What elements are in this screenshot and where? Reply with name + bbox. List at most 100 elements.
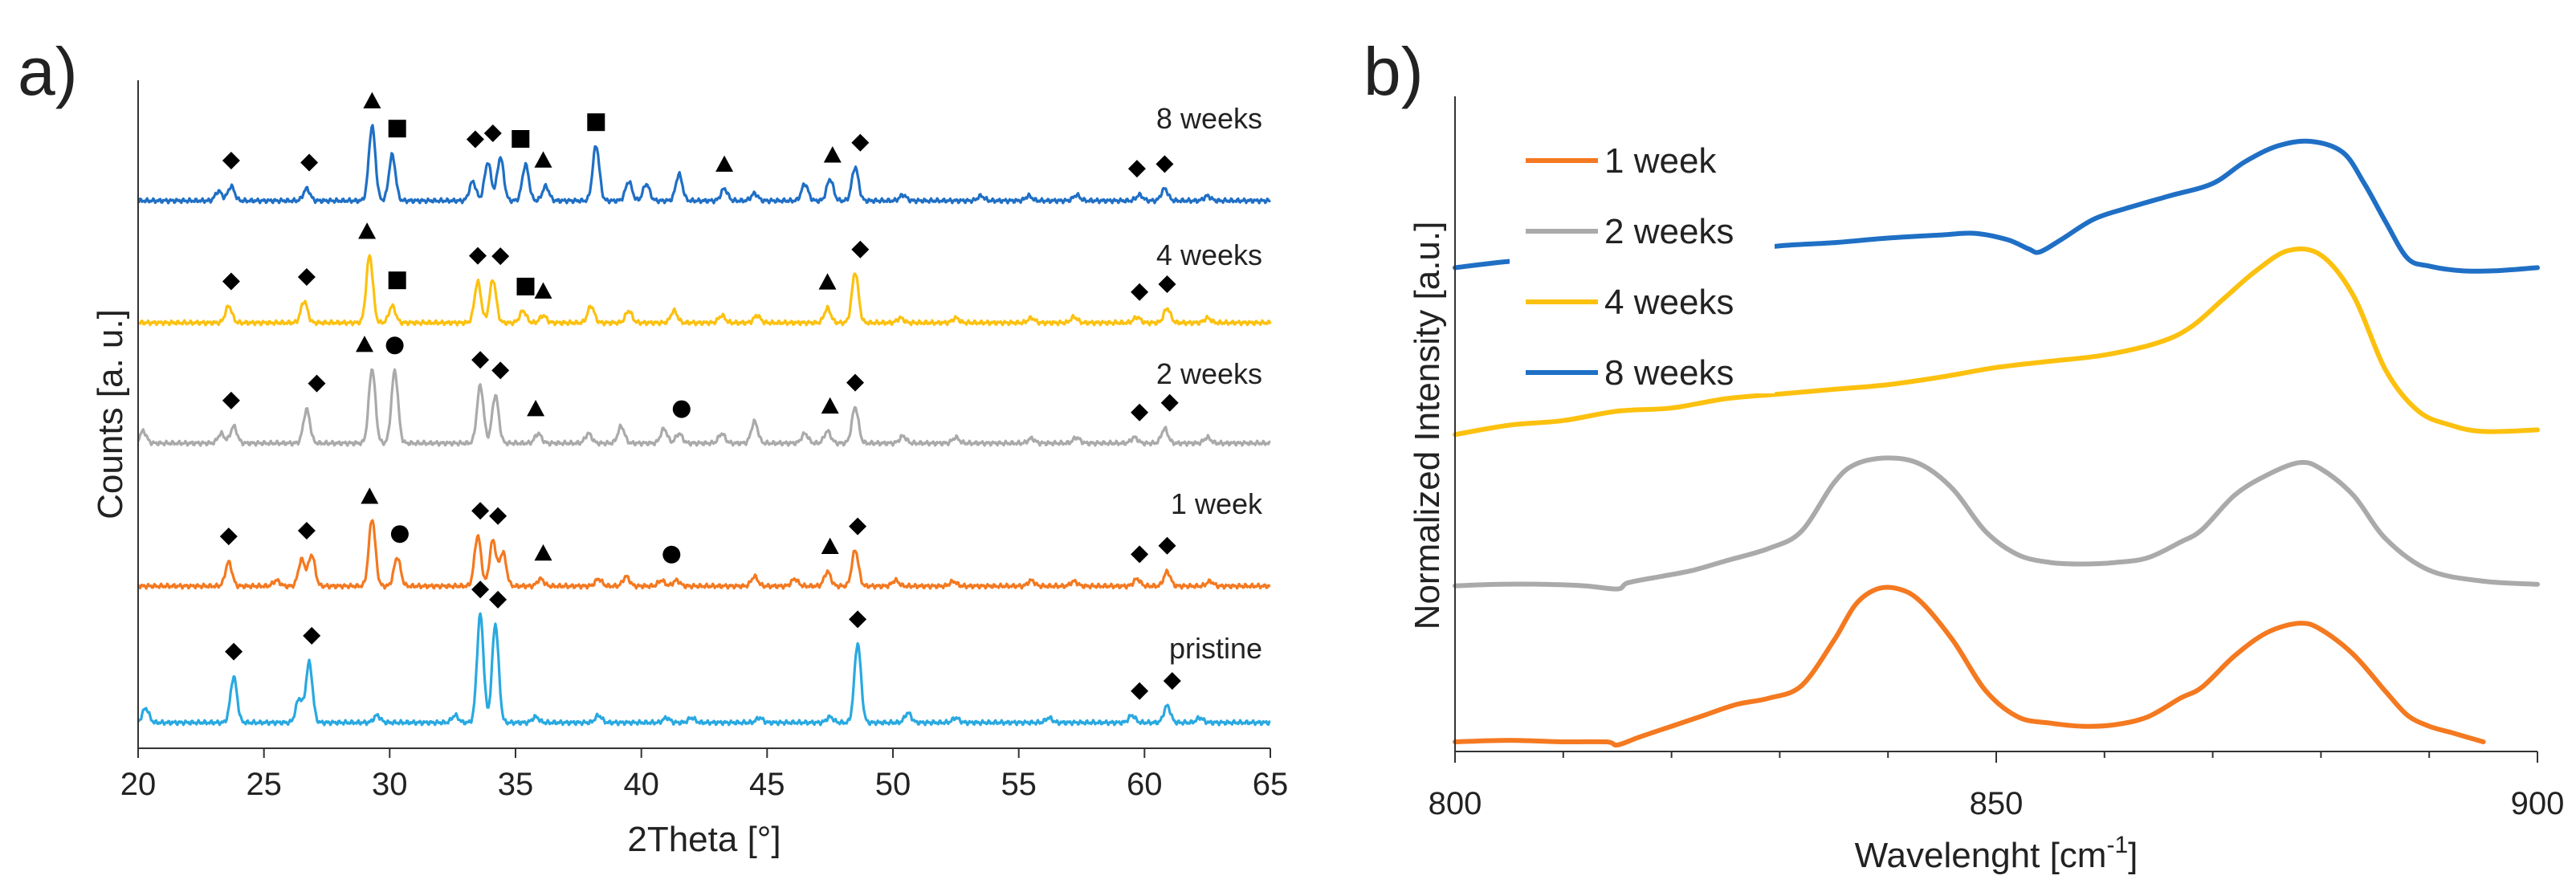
legend-label: 2 weeks (1604, 212, 1734, 251)
phase-marker-diamond (469, 246, 487, 265)
phase-marker-diamond (225, 642, 243, 661)
phase-marker-diamond (471, 502, 490, 520)
xrd-pattern-pristine (137, 612, 1271, 727)
phase-marker-triangle (821, 537, 839, 554)
ir-spectrum-4-weeks (1453, 246, 2540, 438)
phase-marker-diamond (1156, 155, 1174, 173)
x-tick-label: 45 (749, 767, 785, 802)
phase-marker-diamond (471, 351, 490, 369)
phase-marker-diamond (297, 268, 316, 286)
phase-marker-triangle (361, 487, 379, 504)
xrd-pattern-1-week (137, 519, 1271, 590)
panel-a-xrd-chart: a) pristine 1 week 2 weeks 4 weeks 8 weeks 2… (18, 34, 1288, 859)
x-tick-label: 20 (120, 767, 157, 802)
xrd-series-label: 2 weeks (1156, 357, 1262, 390)
phase-marker-circle (390, 525, 409, 544)
phase-marker-circle (662, 545, 681, 564)
x-tick-label: 25 (246, 767, 282, 802)
phase-marker-triangle (527, 400, 545, 417)
phase-marker-square (587, 113, 605, 132)
x-tick-label: 850 (1970, 786, 2024, 821)
phase-marker-diamond (222, 152, 240, 169)
xrd-series-label: 8 weeks (1156, 102, 1262, 135)
x-tick-label: 35 (498, 767, 534, 802)
phase-marker-diamond (1160, 393, 1179, 412)
phase-marker-diamond (491, 247, 510, 266)
x-tick-label: 40 (623, 767, 659, 802)
phase-marker-diamond (303, 626, 321, 645)
x-tick-label: 30 (372, 767, 408, 802)
x-tick-label: 55 (1001, 767, 1037, 802)
phase-marker-triangle (534, 151, 552, 168)
phase-marker-circle (672, 400, 691, 418)
phase-marker-diamond (1131, 283, 1149, 301)
phase-marker-diamond (1127, 160, 1146, 178)
phase-marker-triangle (534, 282, 552, 299)
xrd-pattern-4-weeks (137, 254, 1272, 327)
panel-a-x-axis-title: 2Theta [°] (627, 820, 781, 859)
panel-b-series-group (1453, 138, 2540, 748)
phase-marker-triangle (534, 544, 552, 561)
phase-marker-diamond (849, 517, 867, 536)
phase-marker-triangle (715, 155, 734, 172)
phase-marker-diamond (489, 507, 507, 525)
phase-marker-diamond (466, 130, 484, 149)
panel-b-letter: b) (1363, 34, 1424, 109)
phase-marker-diamond (222, 391, 240, 409)
phase-marker-diamond (1131, 403, 1149, 422)
phase-marker-diamond (308, 374, 326, 393)
phase-marker-square (516, 277, 535, 295)
panel-a-x-ticks: 20 25 30 35 40 45 50 55 60 65 (120, 748, 1289, 802)
panel-a-y-axis-title: Counts [a. u.] (91, 309, 130, 519)
panel-a-letter: a) (18, 34, 78, 109)
xrd-series-label: pristine (1169, 632, 1262, 665)
panel-a-series-group: pristine 1 week 2 weeks 4 weeks 8 weeks (137, 102, 1272, 727)
phase-marker-triangle (818, 273, 837, 290)
phase-marker-square (388, 120, 406, 138)
panel-b-legend: 1 week 2 weeks 4 weeks 8 weeks (1510, 128, 1775, 393)
x-tick-label: 800 (1429, 786, 1482, 821)
phase-marker-diamond (483, 124, 502, 142)
panel-b-y-axis-title: Normalized Intensity [a.u.] (1408, 222, 1447, 630)
phase-marker-triangle (363, 92, 381, 108)
panel-b-x-axis-title-superscript: -1 (2106, 832, 2128, 858)
panel-b-x-axis-title-main: Wavelenght [cm (1855, 836, 2107, 875)
phase-marker-diamond (491, 361, 510, 380)
legend-label: 4 weeks (1604, 283, 1734, 322)
x-tick-label: 65 (1253, 767, 1289, 802)
xrd-series-label: 4 weeks (1156, 238, 1262, 271)
phase-marker-square (388, 271, 406, 290)
phase-marker-diamond (1158, 275, 1176, 293)
phase-marker-triangle (356, 336, 373, 352)
phase-marker-circle (385, 336, 404, 355)
phase-marker-diamond (1158, 536, 1176, 555)
x-tick-label: 60 (1127, 767, 1163, 802)
ir-spectrum-1-week (1453, 584, 2486, 748)
xrd-series-label: 1 week (1171, 487, 1263, 520)
phase-marker-diamond (1131, 545, 1149, 564)
phase-marker-diamond (489, 590, 507, 609)
phase-marker-diamond (471, 580, 490, 599)
phase-marker-square (512, 130, 530, 148)
phase-marker-diamond (851, 240, 870, 259)
panel-b-x-axis-title: Wavelenght [cm-1] (1855, 832, 2138, 875)
phase-marker-diamond (849, 610, 867, 629)
phase-marker-diamond (846, 373, 864, 392)
xrd-pattern-2-weeks (137, 368, 1271, 447)
x-tick-label: 50 (875, 767, 911, 802)
x-tick-label: 900 (2511, 786, 2565, 821)
phase-marker-diamond (300, 153, 319, 172)
legend-label: 1 week (1604, 141, 1717, 181)
panel-b-x-axis-title-end: ] (2128, 836, 2138, 875)
panel-b-x-ticks: 800 850 900 (1429, 751, 2565, 821)
panel-a-marker-group (219, 92, 1181, 700)
phase-marker-diamond (1131, 682, 1149, 700)
phase-marker-diamond (1163, 672, 1181, 690)
phase-marker-triangle (823, 146, 842, 163)
legend-label: 8 weeks (1604, 353, 1734, 393)
phase-marker-diamond (222, 272, 240, 291)
xrd-pattern-8-weeks (137, 124, 1271, 205)
phase-marker-triangle (821, 397, 839, 414)
phase-marker-diamond (851, 133, 870, 152)
